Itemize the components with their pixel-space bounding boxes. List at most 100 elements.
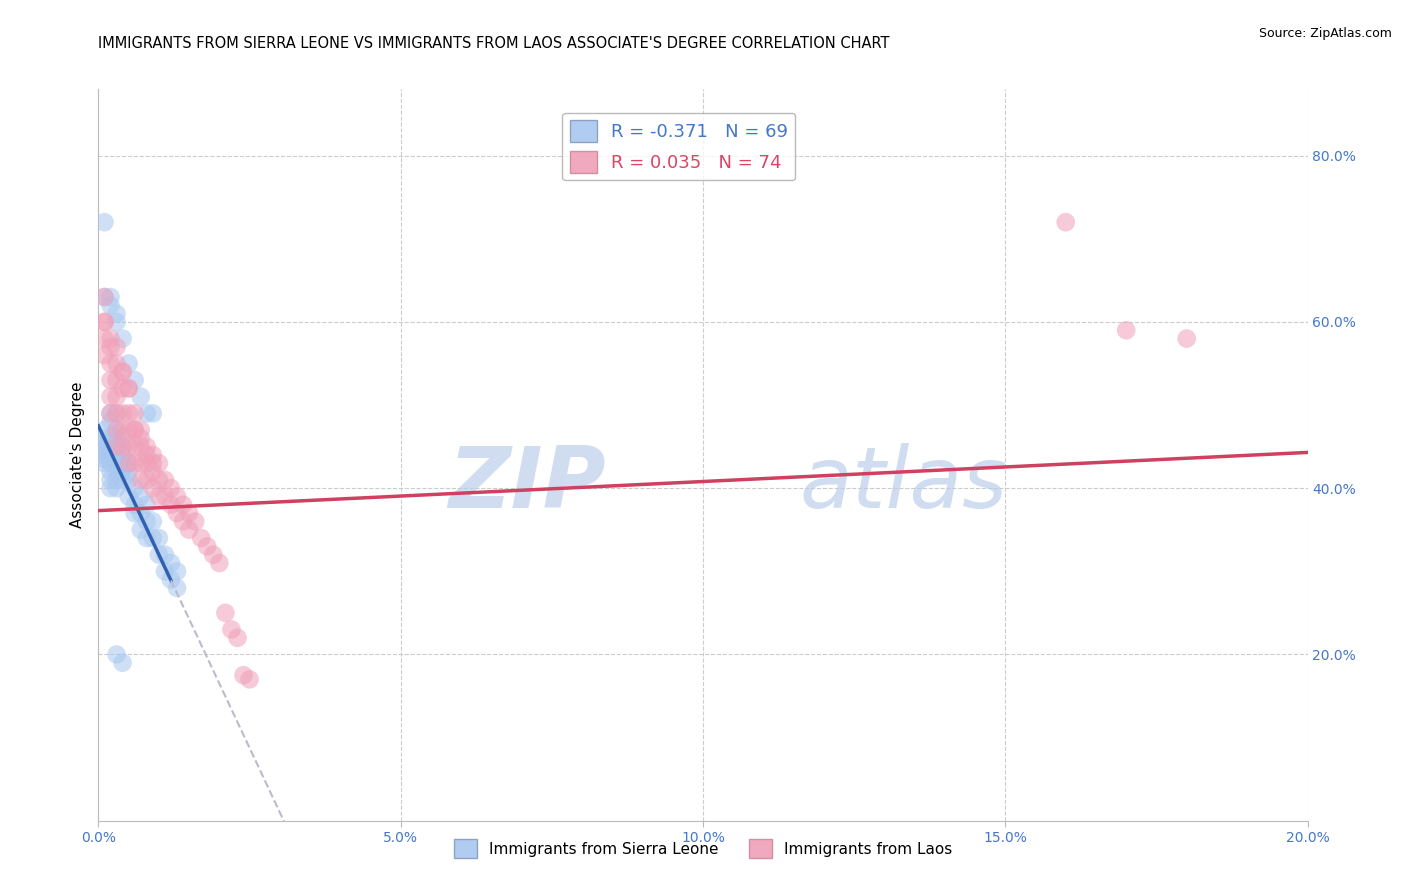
- Text: Source: ZipAtlas.com: Source: ZipAtlas.com: [1258, 27, 1392, 40]
- Point: [135, 515, 157, 529]
- Point: [100, 290, 122, 304]
- Text: atlas: atlas: [800, 442, 1008, 525]
- Legend: Immigrants from Sierra Leone, Immigrants from Laos: Immigrants from Sierra Leone, Immigrants…: [447, 833, 959, 864]
- Point: [100, 406, 122, 420]
- Point: [100, 431, 122, 445]
- Point: [105, 465, 128, 479]
- Point: [129, 506, 152, 520]
- Point: [232, 668, 254, 682]
- Point: [111, 406, 134, 420]
- Point: [179, 523, 201, 537]
- Point: [142, 456, 165, 470]
- Point: [142, 515, 165, 529]
- Point: [105, 406, 128, 420]
- Point: [195, 539, 218, 553]
- Text: IMMIGRANTS FROM SIERRA LEONE VS IMMIGRANTS FROM LAOS ASSOCIATE'S DEGREE CORRELAT: IMMIGRANTS FROM SIERRA LEONE VS IMMIGRAN…: [98, 36, 890, 51]
- Point: [239, 673, 262, 687]
- Point: [208, 556, 231, 570]
- Point: [129, 456, 152, 470]
- Point: [124, 440, 146, 454]
- Point: [166, 490, 188, 504]
- Point: [93, 435, 115, 450]
- Point: [135, 531, 157, 545]
- Point: [124, 456, 146, 470]
- Point: [124, 423, 146, 437]
- Point: [111, 448, 134, 462]
- Point: [111, 365, 134, 379]
- Point: [172, 498, 194, 512]
- Point: [1054, 215, 1077, 229]
- Point: [105, 456, 128, 470]
- Point: [153, 564, 176, 578]
- Point: [105, 431, 128, 445]
- Point: [118, 406, 141, 420]
- Point: [105, 473, 128, 487]
- Point: [166, 581, 188, 595]
- Point: [179, 506, 201, 520]
- Point: [129, 473, 152, 487]
- Point: [105, 340, 128, 354]
- Point: [100, 298, 122, 312]
- Point: [111, 465, 134, 479]
- Point: [105, 481, 128, 495]
- Point: [100, 332, 122, 346]
- Point: [111, 456, 134, 470]
- Point: [166, 564, 188, 578]
- Point: [93, 290, 115, 304]
- Point: [105, 648, 128, 662]
- Point: [142, 448, 165, 462]
- Point: [190, 531, 212, 545]
- Point: [100, 340, 122, 354]
- Point: [226, 631, 249, 645]
- Point: [105, 315, 128, 329]
- Point: [100, 373, 122, 387]
- Point: [93, 215, 115, 229]
- Point: [160, 556, 183, 570]
- Point: [105, 440, 128, 454]
- Point: [148, 456, 170, 470]
- Point: [129, 440, 152, 454]
- Point: [135, 456, 157, 470]
- Point: [129, 390, 152, 404]
- Point: [129, 490, 152, 504]
- Point: [1115, 323, 1137, 337]
- Point: [148, 531, 170, 545]
- Point: [105, 406, 128, 420]
- Point: [93, 315, 115, 329]
- Point: [118, 456, 141, 470]
- Point: [142, 465, 165, 479]
- Point: [124, 506, 146, 520]
- Point: [105, 440, 128, 454]
- Point: [172, 515, 194, 529]
- Point: [118, 456, 141, 470]
- Point: [129, 523, 152, 537]
- Point: [135, 406, 157, 420]
- Point: [93, 315, 115, 329]
- Point: [105, 423, 128, 437]
- Point: [105, 356, 128, 370]
- Point: [105, 390, 128, 404]
- Point: [93, 443, 115, 458]
- Point: [135, 448, 157, 462]
- Point: [148, 473, 170, 487]
- Point: [153, 490, 176, 504]
- Text: ZIP: ZIP: [449, 442, 606, 525]
- Point: [93, 452, 115, 467]
- Point: [135, 440, 157, 454]
- Point: [93, 348, 115, 362]
- Point: [118, 473, 141, 487]
- Point: [105, 307, 128, 321]
- Point: [129, 423, 152, 437]
- Point: [93, 440, 115, 454]
- Point: [111, 365, 134, 379]
- Point: [100, 465, 122, 479]
- Point: [93, 431, 115, 445]
- Point: [118, 381, 141, 395]
- Point: [184, 515, 207, 529]
- Point: [111, 440, 134, 454]
- Point: [105, 448, 128, 462]
- Point: [153, 548, 176, 562]
- Point: [124, 406, 146, 420]
- Point: [111, 423, 134, 437]
- Point: [124, 373, 146, 387]
